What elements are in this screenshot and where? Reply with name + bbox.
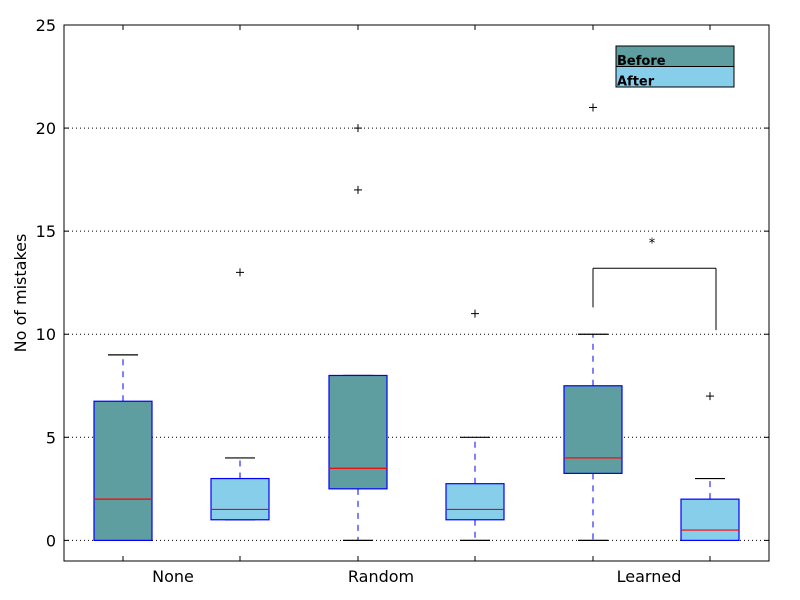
box-rect-learned-after: [680, 498, 740, 541]
y-tick-label-10: 10: [36, 325, 56, 344]
grid-lines: [64, 127, 769, 541]
y-tick-label-5: 5: [46, 428, 56, 447]
y-tick-label-25: 25: [36, 16, 56, 35]
x-category-label-learned: Learned: [617, 567, 682, 586]
box-rect-learned-before: [563, 385, 623, 474]
legend: Before After: [615, 45, 735, 90]
x-category-label-none: None: [152, 567, 194, 586]
x-axis: None Random Learned: [122, 25, 711, 586]
outlier-random-before-0: [354, 185, 362, 194]
outlier-learned-before-0: [589, 103, 597, 112]
box-learned-before: [563, 103, 623, 541]
significance-star: *: [649, 237, 656, 252]
significance-annotation: *: [592, 237, 717, 331]
box-rect-random-before: [328, 374, 388, 490]
box-none-before: [93, 354, 153, 541]
box-layer: [93, 103, 740, 541]
box-random-after: [445, 309, 505, 541]
y-axis: 0 5 10 15 20 25: [36, 16, 769, 550]
y-tick-label-20: 20: [36, 119, 56, 138]
x-category-label-random: Random: [348, 567, 414, 586]
y-axis-title: No of mistakes: [11, 234, 30, 353]
box-rect-none-before: [93, 400, 153, 541]
plot-frame: [63, 24, 770, 562]
legend-label-before: Before: [617, 54, 666, 69]
box-learned-after: [680, 392, 740, 541]
legend-label-after: After: [617, 75, 655, 90]
legend-swatch-after: [615, 66, 735, 88]
y-tick-label-15: 15: [36, 222, 56, 241]
box-rect-none-after: [210, 477, 270, 521]
outlier-random-before-1: [354, 124, 362, 133]
y-tick-label-0: 0: [46, 531, 56, 550]
outlier-learned-after-0: [706, 392, 714, 401]
box-none-after: [210, 268, 270, 521]
box-random-before: [328, 124, 388, 541]
outlier-none-after-0: [236, 268, 244, 277]
outlier-random-after-0: [471, 309, 479, 318]
box-rect-random-after: [445, 483, 505, 521]
